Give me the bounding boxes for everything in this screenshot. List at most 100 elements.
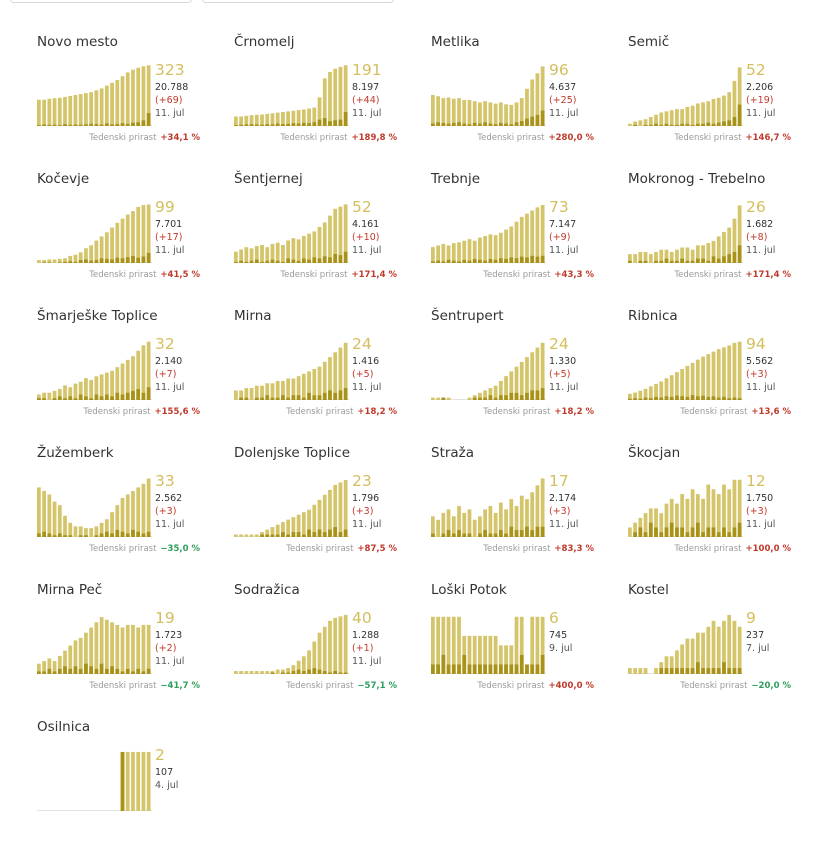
bar-new: [690, 395, 695, 400]
bar-active: [675, 650, 679, 674]
weekly-growth-value: −20,0 %: [751, 681, 791, 691]
bar-active: [312, 231, 317, 263]
bar-new: [110, 124, 114, 126]
bar-active: [265, 383, 270, 400]
bar-active: [514, 616, 519, 674]
bar-new: [509, 124, 514, 126]
bar-active: [249, 671, 254, 674]
bar-new: [136, 122, 141, 126]
municipality-name: Črnomelj: [234, 34, 295, 50]
bar-new: [68, 396, 73, 400]
bar-active: [317, 226, 322, 263]
bar-active: [462, 512, 467, 537]
bar-active: [483, 235, 488, 263]
bar-new: [120, 531, 125, 537]
bar-new: [89, 260, 94, 263]
bar-new: [446, 259, 451, 263]
weekly-growth: Tedenski prirast +171,4 %: [280, 270, 397, 280]
bar-new: [659, 397, 664, 400]
bar-active: [146, 341, 151, 400]
bar-active: [441, 512, 446, 537]
bar-new: [669, 396, 674, 400]
bar-active: [457, 242, 461, 263]
bar-active: [493, 235, 498, 263]
new-cases: (+17): [155, 232, 183, 243]
bar-active: [136, 67, 141, 126]
bar-active: [690, 362, 695, 400]
bar-new: [441, 261, 446, 263]
municipality-name: Kočevje: [37, 171, 90, 187]
bar-new: [89, 398, 94, 400]
bar-active: [451, 243, 456, 263]
bar-new: [504, 664, 508, 674]
bar-new: [498, 395, 503, 400]
bar-active: [727, 345, 732, 400]
bar-new: [136, 257, 141, 263]
bar-active: [244, 388, 249, 400]
bar-new: [716, 397, 721, 400]
bar-new: [301, 671, 306, 674]
bar-active: [695, 245, 700, 263]
bar-new: [254, 397, 259, 400]
active-cases: 52: [352, 198, 372, 216]
bar-new: [509, 257, 514, 263]
bar-new: [84, 663, 88, 674]
bar-active: [530, 352, 535, 400]
bar-new: [451, 260, 456, 263]
bar-new: [286, 672, 291, 674]
bar-new: [110, 533, 114, 537]
last-update-date: 11. jul: [155, 382, 185, 393]
weekly-growth-value: +18,2 %: [554, 407, 594, 417]
bar-new: [281, 124, 285, 126]
bar-new: [131, 255, 135, 263]
bar-active: [504, 645, 508, 674]
bar-active: [68, 387, 73, 400]
active-cases: 73: [549, 198, 569, 216]
bar-new: [84, 259, 88, 263]
bar-new: [281, 395, 285, 400]
sparkline-chart: [37, 478, 152, 537]
municipality-name: Novo mesto: [37, 34, 118, 50]
bar-new: [669, 260, 674, 263]
bar-new: [68, 124, 73, 126]
bar-new: [270, 259, 275, 263]
bar-new: [737, 104, 742, 126]
bar-active: [675, 109, 679, 126]
bar-active: [675, 372, 679, 400]
bar-active: [286, 111, 291, 126]
bar-active: [498, 232, 503, 263]
bar-active: [115, 367, 120, 400]
municipality-card-18: Loški Potok 6 745 9. jul Tedenski priras…: [431, 578, 628, 715]
bar-new: [498, 258, 503, 263]
bar-new: [643, 124, 648, 126]
sparkline-chart: [431, 478, 546, 537]
bar-active: [322, 494, 327, 537]
bar-new: [514, 530, 519, 537]
bar-new: [722, 527, 726, 537]
stats-block: 52 4.161 (+10) 11. jul: [352, 199, 432, 257]
bar-active: [94, 622, 99, 674]
bar-active: [338, 482, 343, 537]
bar-new: [291, 671, 296, 674]
bar-new: [472, 259, 477, 263]
top-controls: [0, 0, 830, 3]
bar-new: [638, 260, 643, 263]
bar-active: [514, 221, 519, 263]
bar-new: [504, 533, 508, 537]
bar-new: [628, 260, 632, 263]
last-update-date: 11. jul: [155, 108, 185, 119]
total-cases: 2.562: [155, 493, 183, 504]
bar-new: [711, 256, 716, 263]
bar-new: [244, 124, 249, 126]
weekly-growth-value: +155,6 %: [154, 407, 200, 417]
bar-active: [716, 626, 721, 674]
dropdown-stub-right[interactable]: [202, 0, 394, 3]
bar-active: [732, 342, 737, 400]
municipality-card-16: Mirna Peč 19 1.723 (+2) 11. jul Tedenski…: [37, 578, 234, 715]
dropdown-stub-left[interactable]: [10, 0, 192, 3]
total-cases: 1.682: [746, 219, 774, 230]
last-update-date: 9. jul: [549, 643, 573, 654]
last-update-date: 7. jul: [746, 643, 770, 654]
bar-new: [685, 532, 690, 537]
last-update-date: 11. jul: [352, 245, 382, 256]
